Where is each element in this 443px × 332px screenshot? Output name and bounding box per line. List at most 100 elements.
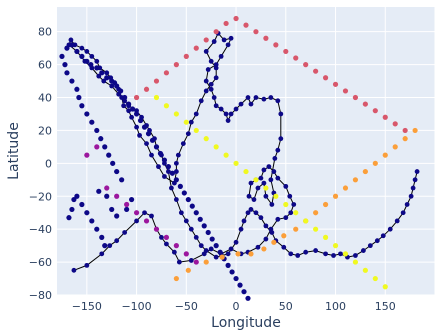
y-tick-label: 20 [38, 124, 52, 137]
marker-point [104, 193, 110, 199]
marker-point [253, 29, 259, 35]
route-node [380, 233, 386, 239]
route-node [261, 96, 267, 102]
route-node [84, 49, 90, 54]
marker-point [99, 70, 105, 76]
marker-point [241, 289, 247, 295]
marker-point [110, 160, 116, 166]
marker-point [243, 168, 249, 175]
route-node [248, 180, 254, 186]
route-node [142, 210, 147, 216]
route-node [225, 251, 231, 257]
marker-point [233, 160, 239, 166]
route-node [225, 42, 231, 48]
route-node [404, 202, 410, 207]
marker-point [69, 206, 75, 213]
marker-point [372, 160, 378, 166]
marker-point [382, 284, 388, 290]
marker-point [98, 136, 104, 142]
marker-point [94, 127, 100, 134]
marker-point [114, 213, 120, 219]
y-tick-label: −60 [29, 256, 52, 269]
x-axis-title: Longitude [211, 315, 281, 331]
marker-point [163, 70, 170, 76]
marker-point [124, 206, 130, 213]
marker-point [203, 136, 209, 142]
marker-point [402, 136, 408, 142]
marker-point [169, 170, 175, 176]
marker-point [118, 88, 124, 94]
route-node [121, 103, 127, 109]
marker-point [213, 29, 219, 35]
y-axis-title: Latitude [6, 122, 22, 180]
route-node [213, 75, 219, 81]
x-tick-label: 0 [233, 300, 240, 313]
route-node [263, 223, 269, 229]
marker-point [322, 75, 329, 81]
y-tick-label: 40 [38, 92, 52, 105]
route-node [188, 258, 194, 263]
marker-point [109, 206, 115, 213]
marker-point [205, 229, 211, 236]
marker-point [79, 53, 85, 59]
route-node [221, 37, 227, 43]
route-node [268, 95, 274, 100]
y-tick-label: −40 [29, 223, 52, 236]
marker-point [189, 203, 195, 209]
marker-point [253, 177, 259, 183]
marker-point [281, 233, 287, 239]
route-node [208, 86, 214, 92]
marker-point [362, 168, 368, 175]
route-node [360, 248, 366, 253]
route-node [261, 167, 267, 173]
route-node [248, 101, 254, 107]
route-node [114, 238, 120, 244]
route-node [99, 251, 105, 257]
marker-point [313, 226, 319, 232]
route-node [218, 53, 224, 59]
route-node [107, 243, 113, 249]
y-tick-label: −80 [29, 289, 52, 302]
route-node [251, 197, 257, 202]
marker-point [89, 218, 95, 224]
marker-point [197, 216, 203, 222]
marker-point [59, 53, 65, 59]
route-node [245, 210, 251, 216]
marker-point [84, 111, 90, 117]
route-node [238, 101, 244, 107]
marker-point [342, 251, 349, 257]
marker-point [332, 193, 339, 199]
route-node [149, 152, 154, 158]
marker-point [173, 243, 179, 249]
route-node [137, 132, 142, 138]
marker-point [392, 144, 398, 150]
marker-point [106, 152, 112, 158]
route-node [104, 70, 110, 76]
route-node [213, 62, 219, 67]
route-node [255, 244, 261, 250]
marker-point [102, 144, 108, 150]
route-node [208, 58, 214, 64]
marker-point [342, 88, 349, 94]
route-node [269, 230, 275, 235]
route-node [134, 124, 139, 130]
route-node [198, 243, 204, 249]
marker-point [133, 210, 140, 216]
route-node [159, 235, 164, 240]
marker-point [261, 246, 267, 252]
x-tick-label: 150 [375, 300, 396, 313]
marker-point [137, 117, 144, 124]
route-node [149, 213, 154, 219]
marker-point [76, 94, 82, 101]
marker-point [99, 234, 105, 240]
route-node [291, 202, 297, 207]
route-node [173, 160, 179, 166]
route-node [171, 249, 177, 255]
route-node [269, 202, 275, 207]
marker-points [59, 15, 418, 301]
route-node [225, 118, 231, 123]
route-node [248, 207, 254, 212]
route-node [205, 67, 211, 72]
route-node [245, 95, 251, 100]
